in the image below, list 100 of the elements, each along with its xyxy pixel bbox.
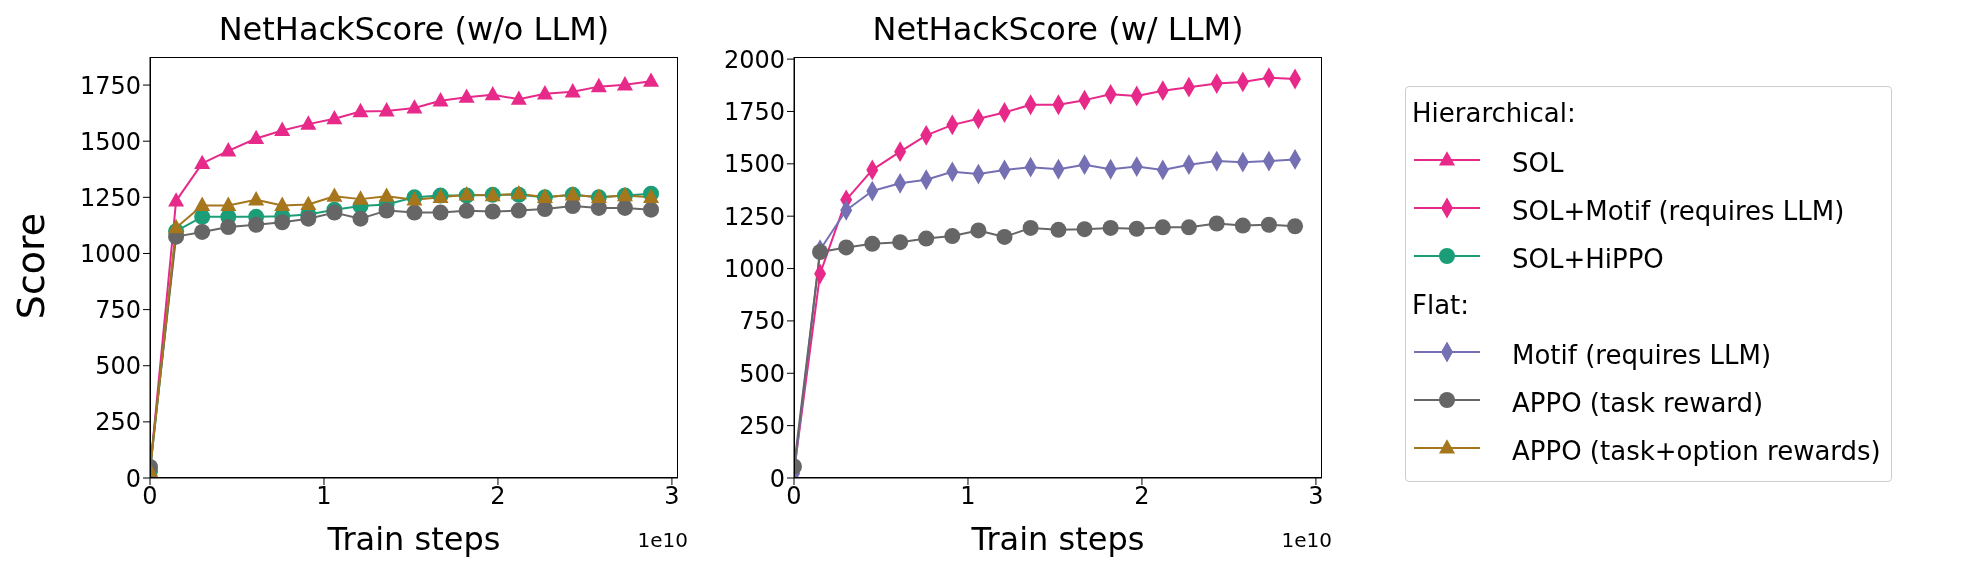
point <box>1287 218 1304 235</box>
y-tick-label: 1750 <box>79 71 141 100</box>
x-tick-label: 2 <box>1134 482 1150 511</box>
chart-title: NetHackScore (w/o LLM) <box>217 10 611 48</box>
point <box>432 204 449 221</box>
point <box>484 85 501 101</box>
y-tick-label: 250 <box>739 412 785 441</box>
point <box>1076 221 1093 238</box>
point <box>248 129 265 145</box>
y-tick-label: 1500 <box>79 127 141 156</box>
y-tick-label: 1250 <box>723 202 785 231</box>
y-tick-label: 2000 <box>723 45 785 74</box>
point <box>838 239 855 256</box>
point <box>300 115 317 130</box>
x-tick-label: 3 <box>664 482 680 511</box>
point <box>274 214 291 231</box>
point <box>300 195 317 211</box>
point <box>194 223 211 240</box>
y-tick-label: 750 <box>95 296 141 325</box>
legend-label: SOL+Motif (requires LLM) <box>1512 196 1845 226</box>
point <box>352 190 369 205</box>
point <box>1208 215 1225 232</box>
point <box>616 76 633 91</box>
point <box>168 218 185 234</box>
y-tick-label: 750 <box>739 307 785 336</box>
point <box>194 196 211 212</box>
point <box>378 102 395 117</box>
x-tick-label: 2 <box>490 482 506 511</box>
point <box>248 216 265 233</box>
x-tick-label: 1 <box>316 482 332 511</box>
point <box>643 201 660 218</box>
point <box>378 187 395 202</box>
x-axis-title: Train steps <box>327 520 501 558</box>
text: 1e10 <box>1281 528 1332 552</box>
point <box>406 204 423 221</box>
point <box>432 91 449 107</box>
point <box>1154 219 1171 236</box>
point <box>944 228 961 245</box>
point <box>1050 221 1067 238</box>
x-tick-label: 3 <box>1308 482 1324 511</box>
point <box>352 102 369 118</box>
y-tick-label: 500 <box>95 352 141 381</box>
y-tick-label: 1750 <box>723 97 785 126</box>
point <box>220 218 237 235</box>
y-axis-title: Score <box>9 211 53 321</box>
point <box>536 85 553 100</box>
x-axis-title: Train steps <box>971 520 1145 558</box>
point <box>1180 219 1197 236</box>
point <box>812 244 829 260</box>
point <box>326 187 343 202</box>
y-tick-label: 1000 <box>723 255 785 284</box>
point <box>892 234 909 251</box>
legend-label: SOL <box>1512 148 1564 178</box>
point <box>274 121 291 137</box>
chart-title: NetHackScore (w/ LLM) <box>871 10 1245 48</box>
legend-label: APPO (task reward) <box>1512 388 1764 418</box>
x-tick-label: 1 <box>960 482 976 511</box>
point <box>458 202 475 219</box>
y-tick-label: 500 <box>739 359 785 388</box>
point <box>918 230 935 247</box>
point <box>996 228 1013 245</box>
point <box>1234 217 1251 234</box>
point <box>510 202 527 219</box>
point <box>643 72 660 87</box>
point <box>220 196 237 212</box>
point <box>1102 219 1119 236</box>
point <box>484 203 501 220</box>
point <box>970 222 987 239</box>
point <box>406 99 423 114</box>
point <box>352 210 369 227</box>
point <box>248 191 265 206</box>
legend-label: Motif (requires LLM) <box>1512 340 1772 370</box>
y-tick-label: 1500 <box>723 150 785 179</box>
point <box>564 83 581 98</box>
y-tick-label: 1000 <box>79 239 141 268</box>
legend-title: Flat: <box>1412 289 1471 322</box>
point <box>458 88 475 103</box>
point <box>510 90 527 105</box>
point <box>220 142 237 157</box>
y-tick-label: 1250 <box>79 183 141 212</box>
point <box>1260 216 1277 233</box>
point <box>616 199 633 216</box>
point <box>378 202 395 219</box>
point <box>864 235 881 252</box>
point <box>1128 220 1145 237</box>
y-tick-label: 0 <box>125 464 141 493</box>
legend-label: SOL+HiPPO <box>1512 244 1664 274</box>
point <box>300 210 317 227</box>
legend-label: APPO (task+option rewards) <box>1512 436 1881 466</box>
point <box>194 154 211 170</box>
point <box>536 201 553 218</box>
y-tick-label: 0 <box>769 464 785 493</box>
point <box>564 198 581 215</box>
legend-title: Hierarchical: <box>1412 97 1577 130</box>
point <box>1022 219 1039 236</box>
y-tick-label: 250 <box>95 408 141 437</box>
text: 1e10 <box>637 528 688 552</box>
point <box>274 196 291 212</box>
point <box>168 192 185 207</box>
point <box>326 109 343 125</box>
